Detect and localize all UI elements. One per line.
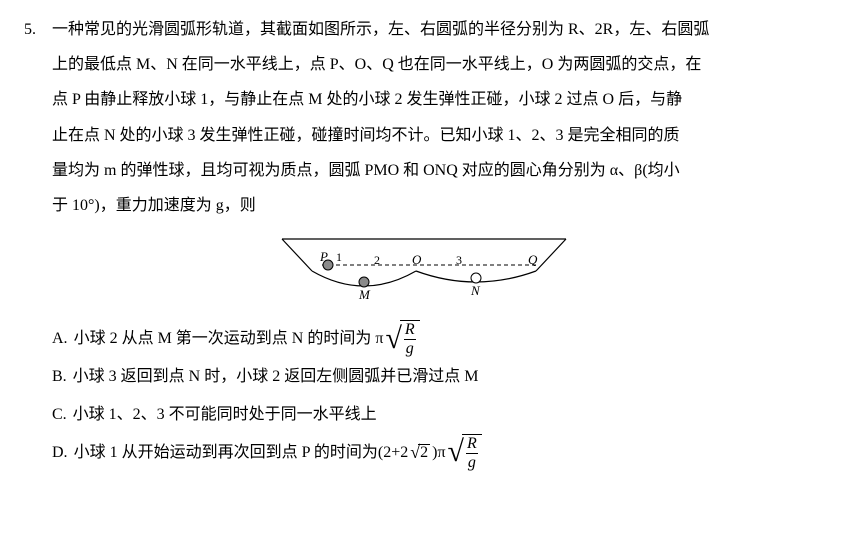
option-B: B. 小球 3 返回到点 N 时，小球 2 返回左侧圆弧并已滑过点 M	[52, 359, 823, 394]
label-M: M	[358, 287, 371, 301]
stem-line: 点 P 由静止释放小球 1，与静止在点 M 处的小球 2 发生弹性正碰，小球 2…	[52, 82, 823, 117]
label-3: 3	[456, 253, 462, 267]
sqrt-2: √ 2	[410, 443, 430, 461]
denominator: g	[404, 339, 416, 357]
numerator: R	[403, 322, 417, 339]
stem-line: 于 10°)，重力加速度为 g，则	[52, 188, 823, 223]
label-Q: Q	[528, 252, 538, 267]
label-1: 1	[336, 250, 342, 264]
left-wall	[282, 239, 312, 271]
ball-2	[359, 277, 369, 287]
denominator: g	[466, 453, 478, 471]
ball-3	[471, 273, 481, 283]
track-svg: P 1 2 O 3 Q M N	[264, 231, 584, 301]
track-figure: P 1 2 O 3 Q M N	[24, 231, 823, 314]
right-wall	[536, 239, 566, 271]
option-B-text: 小球 3 返回到点 N 时，小球 2 返回左侧圆弧并已滑过点 M	[73, 359, 479, 394]
stem-line: 止在点 N 处的小球 3 发生弹性正碰，碰撞时间均不计。已知小球 1、2、3 是…	[52, 118, 823, 153]
label-2: 2	[374, 253, 380, 267]
option-A-text: 小球 2 从点 M 第一次运动到点 N 的时间为 π	[74, 321, 384, 356]
stem-line: 上的最低点 M、N 在同一水平线上，点 P、O、Q 也在同一水平线上，O 为两圆…	[52, 47, 823, 82]
option-label: A.	[52, 321, 68, 356]
sqrt-R-over-g: √ R g	[385, 320, 419, 357]
sqrt-R-over-g: √ R g	[448, 434, 482, 471]
problem: 5. 一种常见的光滑圆弧形轨道，其截面如图所示，左、右圆弧的半径分别为 R、2R…	[24, 12, 823, 223]
problem-number: 5.	[24, 12, 52, 223]
numerator: R	[465, 436, 479, 453]
label-O: O	[412, 252, 422, 267]
fraction: R g	[465, 436, 479, 471]
option-D: D. 小球 1 从开始运动到再次回到点 P 的时间为(2+2 √ 2 )π √ …	[52, 434, 823, 471]
option-C-text: 小球 1、2、3 不可能同时处于同一水平线上	[73, 397, 377, 432]
options: A. 小球 2 从点 M 第一次运动到点 N 的时间为 π √ R g B. 小…	[24, 320, 823, 470]
radicand-2: 2	[418, 444, 430, 461]
option-D-prefix: 小球 1 从开始运动到再次回到点 P 的时间为(2+2	[74, 435, 409, 470]
option-label: D.	[52, 435, 68, 470]
stem-line: 量均为 m 的弹性球，且均可视为质点，圆弧 PMO 和 ONQ 对应的圆心角分别…	[52, 153, 823, 188]
option-A: A. 小球 2 从点 M 第一次运动到点 N 的时间为 π √ R g	[52, 320, 823, 357]
problem-stem: 一种常见的光滑圆弧形轨道，其截面如图所示，左、右圆弧的半径分别为 R、2R，左、…	[52, 12, 823, 223]
option-label: B.	[52, 359, 67, 394]
option-C: C. 小球 1、2、3 不可能同时处于同一水平线上	[52, 397, 823, 432]
label-P: P	[319, 249, 328, 264]
label-N: N	[470, 283, 481, 298]
fraction: R g	[403, 322, 417, 357]
option-D-mid: )π	[432, 435, 445, 470]
option-label: C.	[52, 397, 67, 432]
stem-line: 一种常见的光滑圆弧形轨道，其截面如图所示，左、右圆弧的半径分别为 R、2R，左、…	[52, 12, 823, 47]
